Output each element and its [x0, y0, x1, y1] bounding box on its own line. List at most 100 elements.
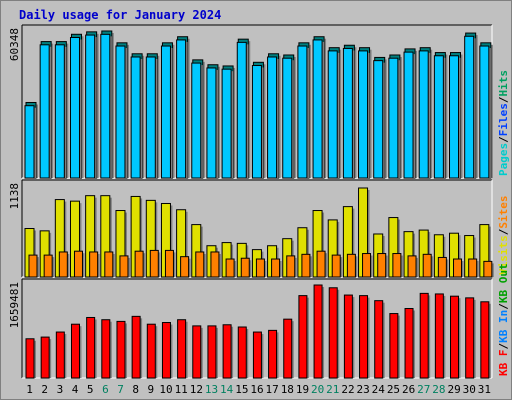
- bar-kbf-day-30: [465, 297, 475, 379]
- bar-sites-day-1: [28, 254, 38, 278]
- bar-files-day-30: [464, 35, 475, 179]
- chart-title: Daily usage for January 2024: [19, 8, 221, 22]
- legend-part-1-2: Sites: [497, 196, 510, 229]
- x-label-day-14: 14: [220, 383, 234, 396]
- bar-files-day-9: [145, 56, 156, 179]
- x-label-day-25: 25: [387, 383, 400, 396]
- bar-sites-day-31: [483, 260, 493, 278]
- x-axis-labels: 1 2 3 4 5 6 7 8 9 10 11 12 13 14 15 16 17 18 19 20 21 22 23 24 2…: [26, 383, 491, 396]
- legend-part-0-3: /: [497, 96, 510, 103]
- x-label-day-8: 8: [132, 383, 139, 396]
- bar-sites-day-30: [468, 258, 478, 278]
- x-label-day-18: 18: [281, 383, 294, 396]
- bar-kbf-day-23: [359, 295, 369, 379]
- x-label-day-31: 31: [478, 383, 491, 396]
- x-label-day-13: 13: [205, 383, 218, 396]
- bar-kbf-day-15: [237, 326, 247, 379]
- bar-kbf-day-7: [116, 320, 126, 379]
- bar-files-day-18: [282, 57, 293, 179]
- bar-sites-day-21: [331, 254, 341, 278]
- bar-sites-day-13: [210, 251, 220, 278]
- bar-sites-day-14: [225, 258, 235, 278]
- bar-files-day-29: [449, 55, 460, 179]
- bar-files-day-11: [176, 39, 187, 179]
- y-axis-max-labels: 60348 1138 1659481: [8, 28, 21, 328]
- bar-kbf-day-17: [268, 329, 278, 379]
- x-label-day-20: 20: [311, 383, 324, 396]
- bar-kbf-day-8: [131, 315, 141, 379]
- bar-files-day-7: [115, 45, 126, 179]
- legend-part-0-1: /: [497, 136, 510, 143]
- bar-kbf-day-12: [192, 325, 202, 379]
- bar-files-day-22: [342, 47, 353, 179]
- bar-kbf-day-19: [298, 295, 308, 379]
- chart-bars: [24, 30, 494, 379]
- x-label-day-19: 19: [296, 383, 309, 396]
- legend-part-2-0: KB F: [497, 350, 510, 377]
- bar-sites-day-6: [104, 251, 114, 278]
- bar-files-day-19: [297, 45, 308, 179]
- bar-files-day-10: [160, 45, 171, 179]
- bar-kbf-day-24: [374, 300, 384, 379]
- bar-sites-day-23: [362, 253, 372, 278]
- bar-files-day-2: [39, 44, 50, 179]
- legend-part-0-2: Files: [497, 103, 510, 136]
- bar-files-day-17: [267, 56, 278, 179]
- bar-sites-day-5: [89, 251, 99, 278]
- bar-sites-day-3: [58, 251, 68, 278]
- bar-sites-day-9: [149, 249, 159, 278]
- bar-sites-day-29: [453, 258, 463, 278]
- legend-part-1-1: /: [497, 228, 510, 235]
- x-label-day-15: 15: [235, 383, 248, 396]
- bar-kbf-day-28: [434, 293, 444, 379]
- x-label-day-22: 22: [341, 383, 354, 396]
- bar-sites-day-22: [346, 253, 356, 278]
- x-label-day-27: 27: [417, 383, 430, 396]
- x-label-day-9: 9: [148, 383, 155, 396]
- bar-files-day-31: [479, 45, 490, 179]
- bar-sites-day-7: [119, 255, 129, 278]
- bar-sites-day-2: [43, 254, 53, 278]
- bar-kbf-day-21: [328, 287, 338, 379]
- legend-part-1-0: Visits: [497, 235, 510, 275]
- x-label-day-3: 3: [57, 383, 64, 396]
- bar-sites-day-25: [392, 253, 402, 278]
- legend-bottom: KB F/KB In/KB Out: [497, 263, 510, 376]
- bar-files-day-5: [85, 34, 96, 179]
- x-label-day-28: 28: [432, 383, 445, 396]
- bar-kbf-day-25: [389, 313, 399, 379]
- x-label-day-12: 12: [190, 383, 203, 396]
- bar-sites-day-28: [437, 256, 447, 278]
- bar-kbf-day-11: [177, 319, 187, 379]
- bar-files-day-20: [312, 39, 323, 179]
- bar-sites-day-24: [377, 253, 387, 278]
- legend-middle: Visits/Sites: [497, 196, 510, 276]
- bar-kbf-day-10: [161, 322, 171, 379]
- legend-part-0-0: Pages: [497, 143, 510, 176]
- bar-kbf-day-9: [146, 323, 156, 379]
- bar-files-day-15: [236, 41, 247, 179]
- x-label-day-21: 21: [326, 383, 339, 396]
- x-label-day-17: 17: [266, 383, 279, 396]
- legend-part-0-4: Hits: [497, 70, 510, 97]
- bar-kbf-day-5: [86, 316, 96, 379]
- bar-files-day-1: [24, 105, 35, 179]
- bar-kbf-day-27: [419, 292, 429, 379]
- bar-files-day-16: [251, 65, 262, 179]
- bar-sites-day-16: [255, 258, 265, 278]
- bar-files-day-23: [358, 50, 369, 179]
- x-label-day-4: 4: [72, 383, 79, 396]
- bar-kbf-day-3: [55, 331, 65, 379]
- bar-files-day-12: [191, 62, 202, 179]
- bar-sites-day-4: [73, 250, 83, 278]
- legend-part-2-3: /: [497, 303, 510, 310]
- bar-files-day-24: [373, 60, 384, 179]
- y-max-label-bottom: 1659481: [8, 282, 21, 328]
- x-label-day-10: 10: [159, 383, 172, 396]
- x-label-day-7: 7: [117, 383, 124, 396]
- bar-files-day-14: [221, 68, 232, 179]
- bar-files-day-13: [206, 67, 217, 179]
- bar-kbf-day-4: [70, 323, 80, 379]
